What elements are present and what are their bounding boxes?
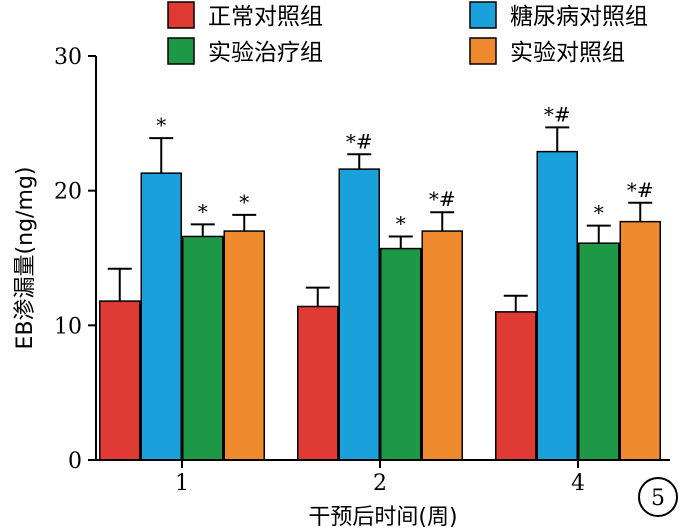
- legend-label: 糖尿病对照组: [510, 4, 648, 30]
- legend-swatch: [167, 1, 195, 29]
- significance-mark: *#: [429, 187, 456, 211]
- bar: [380, 247, 422, 461]
- bar: [338, 168, 380, 461]
- y-ticks: 0 10 20 30: [54, 45, 96, 474]
- legend-label: 正常对照组: [208, 4, 323, 30]
- legend-item: 实验对照组: [469, 37, 625, 66]
- panel-label-text: 5: [651, 486, 665, 511]
- significance-mark: *#: [544, 102, 571, 126]
- x-tick-label: 2: [373, 471, 387, 496]
- x-axis-label: 干预后时间(周): [308, 505, 457, 530]
- bar: [619, 220, 661, 461]
- bar-group-2: *# * *#: [297, 129, 463, 461]
- bar: [99, 300, 141, 461]
- x-tick-label: 1: [175, 471, 189, 496]
- bar: [421, 230, 463, 461]
- legend-label: 实验治疗组: [208, 40, 323, 66]
- y-tick-label: 10: [54, 314, 82, 339]
- bar-group-4: *# * *#: [495, 102, 661, 461]
- significance-mark: *: [239, 190, 249, 214]
- legend-item: 糖尿病对照组: [469, 1, 648, 30]
- significance-mark: *#: [346, 129, 373, 153]
- legend-item: 正常对照组: [167, 1, 323, 30]
- y-tick-label: 30: [54, 45, 82, 70]
- legend-swatch: [167, 37, 195, 65]
- y-tick-label: 0: [68, 449, 82, 474]
- bar: [223, 230, 265, 461]
- legend-swatch: [469, 37, 497, 65]
- panel-label: 5: [638, 477, 678, 517]
- bar: [536, 150, 578, 461]
- x-tick-label: 4: [571, 471, 585, 496]
- significance-mark: *: [594, 201, 604, 225]
- significance-mark: *: [156, 113, 166, 137]
- axes: [95, 56, 670, 461]
- legend-label: 实验对照组: [510, 40, 625, 66]
- legend-swatch: [469, 1, 497, 29]
- bar-groups: * * * *# * *# *# * *#: [99, 102, 661, 461]
- bar: [495, 311, 537, 461]
- panel-label-circle: [638, 477, 678, 517]
- bar: [578, 242, 620, 461]
- bar: [297, 305, 339, 461]
- bar: [182, 235, 224, 461]
- bar: [140, 172, 182, 461]
- significance-mark: *: [198, 199, 208, 223]
- y-tick-label: 20: [54, 180, 82, 205]
- bar-group-1: * * *: [99, 113, 265, 461]
- legend-item: 实验治疗组: [167, 37, 323, 66]
- significance-mark: *: [396, 211, 406, 235]
- x-ticks: 1 2 4: [175, 460, 585, 496]
- significance-mark: *#: [627, 178, 654, 202]
- y-axis-label: EB渗漏量(ng/mg): [13, 167, 38, 350]
